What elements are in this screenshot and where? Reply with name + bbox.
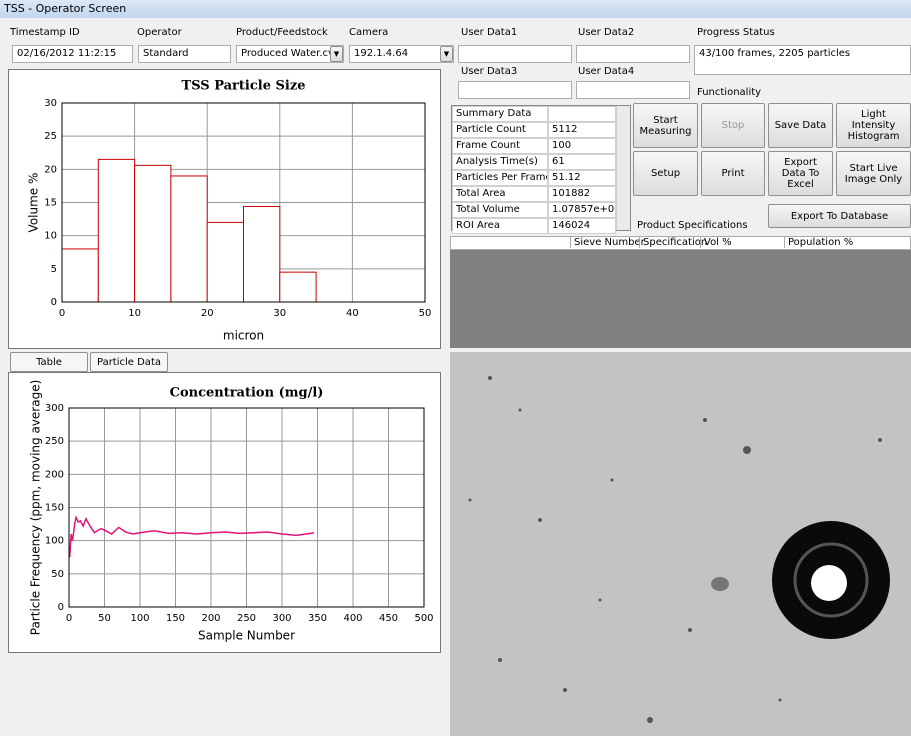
bar xyxy=(171,176,207,302)
x-tick-label: 150 xyxy=(166,613,185,624)
droplet xyxy=(772,521,890,639)
x-tick-label: 200 xyxy=(201,613,220,624)
x-tick-label: 100 xyxy=(130,613,149,624)
x-tick-label: 300 xyxy=(272,613,291,624)
x-axis-label: Sample Number xyxy=(198,629,295,643)
y-tick-label: 250 xyxy=(45,436,64,447)
x-tick-label: 20 xyxy=(201,308,214,319)
y-tick-label: 0 xyxy=(58,602,64,613)
y-tick-label: 5 xyxy=(51,264,57,275)
y-tick-label: 50 xyxy=(51,569,64,580)
x-axis-label: micron xyxy=(223,329,264,343)
y-tick-label: 0 xyxy=(51,297,57,308)
x-tick-label: 250 xyxy=(237,613,256,624)
x-tick-label: 400 xyxy=(343,613,362,624)
line xyxy=(70,517,314,557)
y-tick-label: 15 xyxy=(44,198,57,209)
y-tick-label: 20 xyxy=(44,164,57,175)
y-tick-label: 100 xyxy=(45,536,64,547)
y-tick-label: 30 xyxy=(44,98,57,109)
chart-title: TSS Particle Size xyxy=(182,79,306,94)
bar xyxy=(244,206,280,302)
y-tick-label: 25 xyxy=(44,131,57,142)
x-tick-label: 10 xyxy=(128,308,141,319)
x-tick-label: 0 xyxy=(66,613,72,624)
bar xyxy=(98,159,134,302)
x-tick-label: 50 xyxy=(419,308,432,319)
x-tick-label: 40 xyxy=(346,308,359,319)
y-axis-label: Volume % xyxy=(27,173,41,233)
x-tick-label: 500 xyxy=(414,613,433,624)
bar xyxy=(280,272,316,302)
overlay: TSS Particle Size micron Volume % 0 10 20 30 40… xyxy=(0,0,911,736)
y-tick-label: 300 xyxy=(45,403,64,414)
bar xyxy=(207,222,243,302)
chart-title: Concentration (mg/l) xyxy=(170,386,324,401)
y-tick-label: 10 xyxy=(44,231,57,242)
bar xyxy=(135,165,171,302)
y-tick-label: 200 xyxy=(45,469,64,480)
y-axis-label: Particle Frequency (ppm, moving average) xyxy=(29,380,43,636)
y-tick-label: 150 xyxy=(45,503,64,514)
x-tick-label: 0 xyxy=(59,308,65,319)
app-window: TSS - Operator Screen Timestamp ID02/16/… xyxy=(0,0,911,736)
x-tick-label: 50 xyxy=(98,613,111,624)
x-tick-label: 450 xyxy=(379,613,398,624)
bar xyxy=(62,249,98,302)
x-tick-label: 30 xyxy=(273,308,286,319)
x-tick-label: 350 xyxy=(308,613,327,624)
